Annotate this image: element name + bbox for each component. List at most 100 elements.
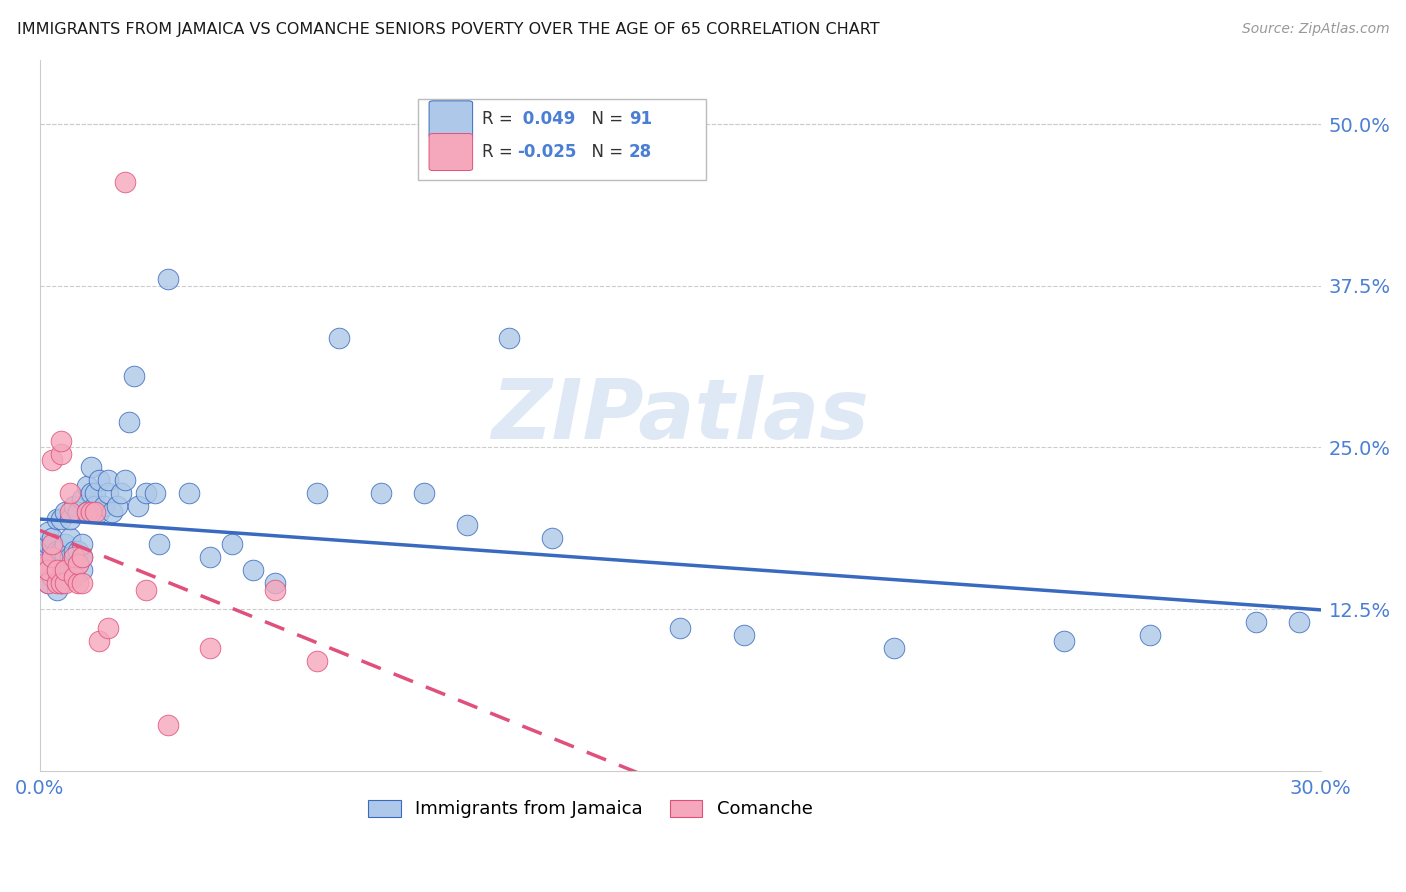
Point	[49, 511, 72, 525]
Point	[45, 550, 67, 565]
Point	[45, 576, 67, 591]
Point	[110, 485, 132, 500]
Text: N =: N =	[582, 143, 628, 161]
Point	[53, 550, 76, 565]
Point	[67, 557, 90, 571]
Point	[41, 453, 63, 467]
Point	[41, 550, 63, 565]
Point	[143, 485, 166, 500]
Point	[49, 544, 72, 558]
Point	[58, 563, 80, 577]
Point	[135, 582, 157, 597]
Text: IMMIGRANTS FROM JAMAICA VS COMANCHE SENIORS POVERTY OVER THE AGE OF 65 CORRELATI: IMMIGRANTS FROM JAMAICA VS COMANCHE SENI…	[17, 22, 880, 37]
FancyBboxPatch shape	[429, 134, 472, 170]
Point	[37, 576, 59, 591]
Text: R =: R =	[482, 111, 517, 128]
Point	[105, 499, 128, 513]
Point	[221, 537, 243, 551]
Point	[41, 570, 63, 584]
Point	[498, 330, 520, 344]
Point	[114, 176, 136, 190]
Point	[118, 415, 141, 429]
Text: 91: 91	[628, 111, 652, 128]
Point	[63, 570, 86, 584]
Point	[97, 485, 120, 500]
FancyBboxPatch shape	[418, 99, 706, 180]
Point	[63, 550, 86, 565]
Point	[72, 492, 94, 507]
Point	[156, 718, 179, 732]
Point	[45, 544, 67, 558]
Text: N =: N =	[582, 111, 628, 128]
Point	[49, 447, 72, 461]
Point	[84, 505, 107, 519]
Text: R =: R =	[482, 143, 517, 161]
Point	[242, 563, 264, 577]
Point	[63, 563, 86, 577]
Point	[97, 622, 120, 636]
Point	[63, 499, 86, 513]
Point	[541, 531, 564, 545]
Point	[67, 544, 90, 558]
Point	[67, 576, 90, 591]
Point	[49, 576, 72, 591]
Point	[58, 511, 80, 525]
Point	[32, 557, 55, 571]
Text: Source: ZipAtlas.com: Source: ZipAtlas.com	[1241, 22, 1389, 37]
Point	[263, 576, 285, 591]
Point	[97, 473, 120, 487]
Point	[883, 640, 905, 655]
Point	[63, 544, 86, 558]
Point	[80, 505, 103, 519]
Point	[84, 485, 107, 500]
Text: 28: 28	[628, 143, 652, 161]
Point	[49, 434, 72, 448]
Point	[41, 544, 63, 558]
Point	[84, 499, 107, 513]
Point	[200, 640, 222, 655]
Point	[45, 563, 67, 577]
Point	[456, 518, 478, 533]
Point	[49, 557, 72, 571]
Point	[101, 505, 124, 519]
Point	[89, 505, 111, 519]
Point	[32, 563, 55, 577]
Point	[370, 485, 392, 500]
Point	[89, 473, 111, 487]
Point	[37, 537, 59, 551]
Point	[122, 369, 145, 384]
Point	[93, 499, 115, 513]
Point	[72, 537, 94, 551]
Point	[1139, 628, 1161, 642]
Point	[63, 550, 86, 565]
Point	[76, 479, 98, 493]
Point	[72, 563, 94, 577]
Text: ZIPatlas: ZIPatlas	[491, 375, 869, 456]
Point	[1053, 634, 1076, 648]
Point	[41, 557, 63, 571]
Point	[156, 272, 179, 286]
Point	[53, 563, 76, 577]
Point	[76, 505, 98, 519]
Point	[58, 485, 80, 500]
Point	[72, 576, 94, 591]
Point	[53, 537, 76, 551]
Point	[58, 550, 80, 565]
Point	[41, 537, 63, 551]
Point	[53, 576, 76, 591]
Text: 0.049: 0.049	[517, 111, 576, 128]
Point	[114, 473, 136, 487]
Point	[67, 557, 90, 571]
Point	[58, 505, 80, 519]
Legend: Immigrants from Jamaica, Comanche: Immigrants from Jamaica, Comanche	[361, 792, 820, 826]
Point	[80, 459, 103, 474]
Point	[53, 570, 76, 584]
Point	[413, 485, 436, 500]
Point	[45, 582, 67, 597]
Point	[67, 505, 90, 519]
Point	[72, 550, 94, 565]
Point	[179, 485, 201, 500]
Point	[127, 499, 149, 513]
Point	[45, 511, 67, 525]
Point	[307, 654, 329, 668]
